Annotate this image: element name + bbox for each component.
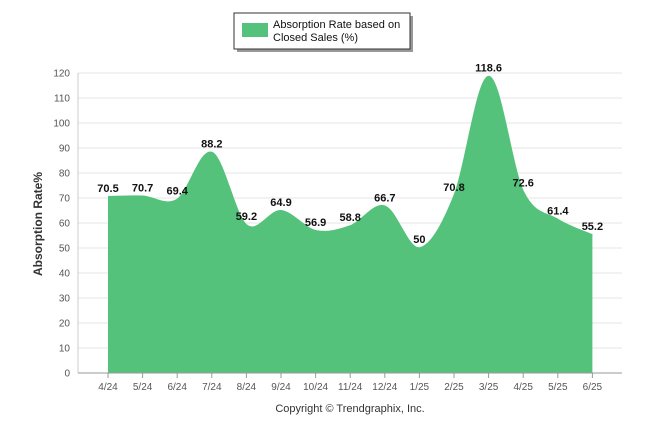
legend: Absorption Rate based on Closed Sales (%… — [233, 12, 413, 52]
x-tick-label: 9/24 — [271, 382, 291, 393]
x-tick-label: 11/24 — [338, 382, 363, 393]
x-tick-label: 7/24 — [202, 382, 222, 393]
x-tick-label: 6/25 — [583, 382, 603, 393]
x-tick-label: 6/24 — [167, 382, 187, 393]
y-tick-label: 10 — [59, 344, 71, 355]
x-tick-label: 5/24 — [133, 382, 153, 393]
data-label: 118.6 — [475, 63, 502, 75]
data-labels: 70.5 70.7 69.4 88.2 59.2 64.9 56.9 58.8 66.7 50 70… — [97, 63, 603, 247]
y-axis-title: Absorption Rate% — [31, 172, 45, 276]
x-tick-label: 4/24 — [98, 382, 118, 393]
plot-area — [107, 75, 593, 374]
y-tick-label: 30 — [59, 294, 71, 305]
x-tick-label: 4/25 — [513, 382, 533, 393]
data-label: 70.7 — [132, 182, 153, 194]
data-label: 66.7 — [374, 192, 395, 204]
y-tick-label: 110 — [54, 94, 70, 105]
x-tick-label: 8/24 — [237, 382, 257, 393]
data-label: 55.2 — [582, 221, 603, 233]
data-label: 70.5 — [97, 183, 118, 195]
y-tick-label: 40 — [59, 269, 71, 280]
x-tick-label: 5/25 — [548, 382, 568, 393]
data-label: 64.9 — [270, 197, 291, 209]
y-tick-label: 120 — [53, 69, 70, 80]
data-label: 61.4 — [547, 206, 569, 218]
y-tick-label: 70 — [59, 194, 71, 205]
x-tick-label: 12/24 — [372, 382, 397, 393]
data-label: 69.4 — [166, 186, 188, 198]
y-tick-label: 0 — [64, 369, 70, 380]
data-label: 88.2 — [201, 139, 222, 151]
x-tick-label: 10/24 — [303, 382, 328, 393]
data-label: 70.8 — [443, 182, 464, 194]
x-tick-label: 2/25 — [444, 382, 464, 393]
data-label: 56.9 — [305, 217, 326, 229]
y-tick-label: 100 — [53, 119, 70, 130]
y-tick-label: 90 — [59, 144, 71, 155]
legend-swatch — [242, 23, 268, 37]
legend-label-line-1: Absorption Rate based on — [273, 19, 400, 31]
data-label: 72.6 — [512, 178, 533, 190]
x-axis: 4/24 5/24 6/24 7/24 8/24 9/24 10/24 11/24 12/24 1… — [78, 372, 622, 393]
y-tick-label: 80 — [59, 169, 71, 180]
x-tick-label: 3/25 — [479, 382, 499, 393]
y-tick-label: 60 — [59, 219, 71, 230]
data-label: 58.8 — [339, 212, 360, 224]
x-tick-label: 1/25 — [410, 382, 430, 393]
series-line — [107, 75, 593, 249]
data-label: 50 — [413, 234, 425, 246]
copyright-text: Copyright © Trendgraphix, Inc. — [275, 403, 424, 415]
y-tick-label: 50 — [59, 244, 71, 255]
y-axis: 0 10 20 30 40 50 60 70 80 90 100 110 120 — [53, 69, 79, 380]
legend-label-line-2: Closed Sales (%) — [273, 32, 358, 44]
y-tick-label: 20 — [59, 319, 71, 330]
data-label: 59.2 — [236, 211, 257, 223]
series-area — [108, 76, 593, 374]
